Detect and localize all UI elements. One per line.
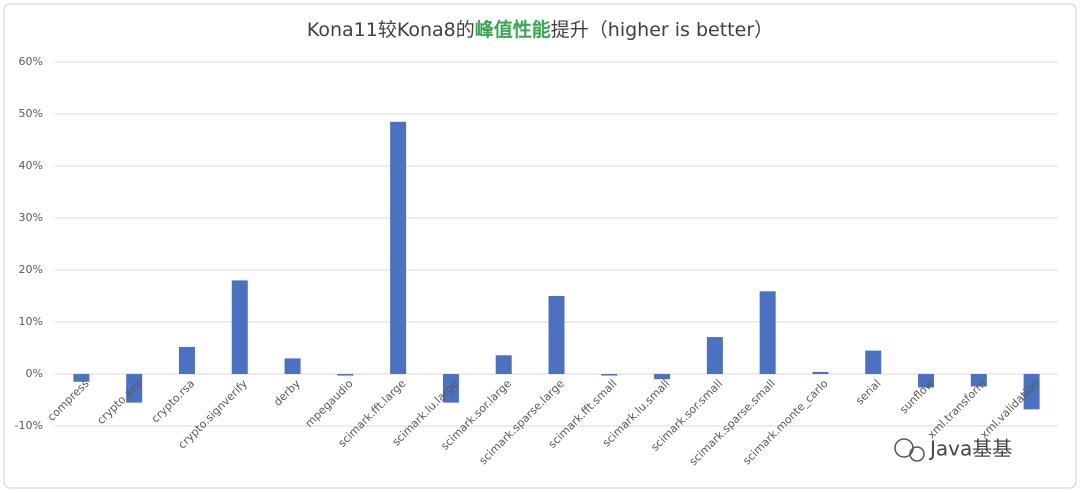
y-tick-label: 60% bbox=[19, 55, 43, 68]
title-segment: 峰值性能 bbox=[475, 18, 551, 41]
bar bbox=[812, 371, 829, 374]
y-tick-label: 50% bbox=[19, 107, 43, 120]
bar bbox=[178, 346, 195, 374]
y-tick-label: 40% bbox=[19, 159, 43, 172]
bar bbox=[548, 296, 565, 374]
bar bbox=[918, 374, 935, 388]
bar bbox=[1023, 374, 1040, 410]
y-tick-label: 30% bbox=[19, 211, 43, 224]
bar bbox=[865, 350, 882, 374]
chart-frame bbox=[3, 3, 1077, 489]
title-segment: Kona11较Kona8的 bbox=[307, 19, 475, 41]
bar bbox=[390, 121, 407, 374]
bar bbox=[337, 374, 354, 376]
bar bbox=[73, 374, 90, 382]
bar bbox=[654, 374, 671, 380]
y-tick-label: 0% bbox=[26, 367, 43, 380]
watermark: Java基基 bbox=[894, 437, 1012, 462]
y-tick-label: 10% bbox=[19, 315, 43, 328]
watermark-text: Java基基 bbox=[928, 437, 1012, 461]
bar bbox=[442, 374, 459, 403]
title-segment: 提升（higher is better） bbox=[551, 19, 773, 41]
bar bbox=[970, 374, 987, 387]
y-tick-label: 20% bbox=[19, 263, 43, 276]
bar bbox=[706, 337, 723, 374]
y-tick-label: -10% bbox=[15, 419, 43, 432]
chart-title: Kona11较Kona8的峰值性能提升（higher is better） bbox=[307, 18, 773, 41]
bar bbox=[601, 374, 618, 376]
bar bbox=[759, 291, 776, 374]
bar bbox=[495, 355, 512, 374]
bar bbox=[284, 358, 301, 374]
bar bbox=[231, 280, 248, 374]
bar bbox=[126, 374, 143, 403]
